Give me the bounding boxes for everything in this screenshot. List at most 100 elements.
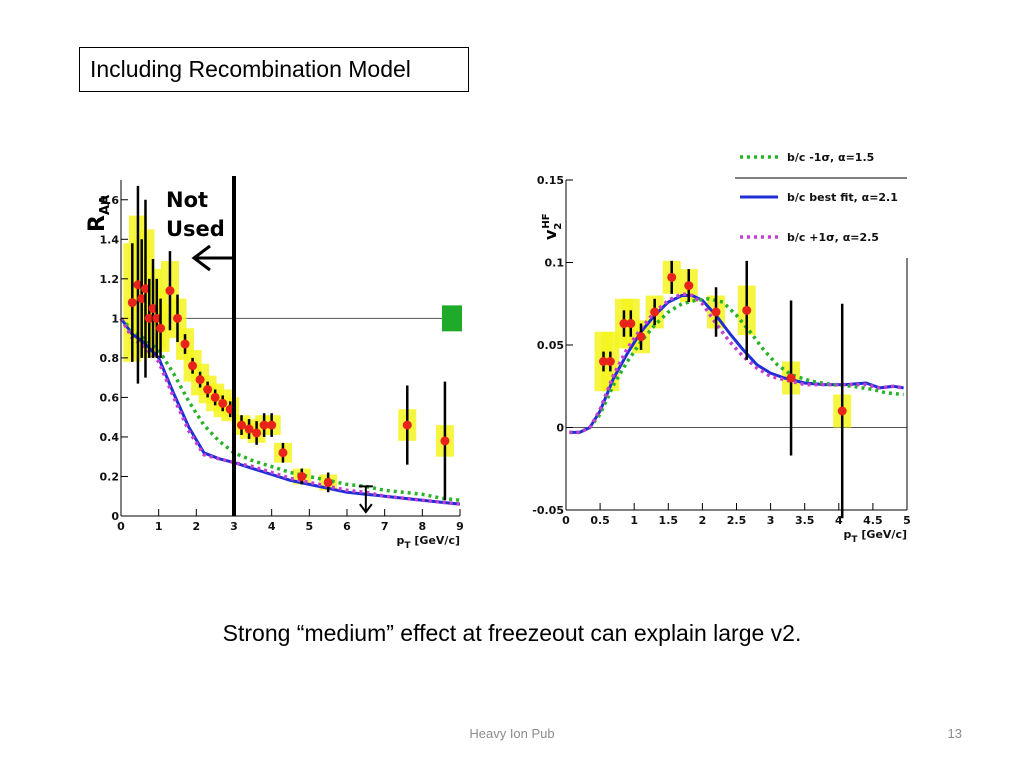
- y-axis-title: RAA: [85, 195, 113, 232]
- legend: b/c -1σ, α=1.5 b/c best fit, α=2.1 b/c +1σ…: [735, 140, 935, 255]
- x-tick-label: 4: [268, 520, 276, 533]
- x-tick-label: 5: [903, 514, 911, 527]
- data-point: [165, 286, 175, 296]
- x-axis-title-main: p: [397, 534, 405, 547]
- curve-minus: [119, 317, 461, 502]
- data-point: [742, 305, 752, 315]
- data-point: [667, 272, 677, 282]
- data-point: [297, 471, 307, 481]
- data-point: [195, 375, 205, 385]
- data-point: [837, 406, 847, 416]
- data-point: [203, 385, 213, 395]
- x-tick-label: 1: [630, 514, 638, 527]
- x-tick-label: 4: [835, 514, 843, 527]
- y-axis-title-main: v: [541, 229, 560, 240]
- data-point: [278, 448, 288, 458]
- data-point: [619, 319, 629, 329]
- y-tick-label: 0: [111, 510, 119, 523]
- x-tick-label: 1: [155, 520, 163, 533]
- x-tick-label: 6: [343, 520, 351, 533]
- data-point: [684, 281, 694, 291]
- data-point: [148, 303, 158, 313]
- legend-label: b/c +1σ, α=2.5: [787, 231, 879, 244]
- x-tick-label: 2.5: [727, 514, 747, 527]
- y-axis-title: v2HF: [541, 213, 564, 240]
- curve-plus: [569, 292, 904, 435]
- x-axis-title-unit: [GeV/c]: [858, 528, 907, 541]
- x-axis-title: pT [GeV/c]: [844, 528, 907, 545]
- data-point: [599, 357, 609, 366]
- x-tick-label: 1.5: [659, 514, 679, 527]
- x-axis-title: pT [GeV/c]: [397, 534, 460, 551]
- x-axis-title-sub: T: [851, 535, 858, 545]
- data-point: [786, 373, 796, 383]
- y-tick-label: 0.05: [537, 339, 564, 352]
- y-tick-label: 1.4: [100, 233, 120, 246]
- data-point: [244, 424, 254, 434]
- data-point: [173, 313, 182, 323]
- data-point: [140, 284, 150, 294]
- data-point: [636, 332, 646, 342]
- not-used-label-line1: Not: [166, 188, 208, 212]
- x-tick-label: 8: [419, 520, 427, 533]
- y-tick-label: 0.4: [100, 431, 120, 444]
- data-point: [218, 398, 228, 408]
- y-axis-title-main: R: [85, 215, 110, 232]
- y-tick-label: 0.6: [100, 391, 120, 404]
- x-tick-label: 9: [456, 520, 464, 533]
- x-tick-label: 4.5: [863, 514, 883, 527]
- y-tick-label: 0: [556, 422, 564, 435]
- slide-title: Including Recombination Model: [90, 56, 411, 82]
- legend-label: b/c -1σ, α=1.5: [787, 151, 874, 164]
- y-tick-label: 1: [111, 312, 119, 325]
- y-tick-label: 0.8: [100, 352, 120, 365]
- data-point: [626, 319, 636, 329]
- x-tick-label: 0: [562, 514, 570, 527]
- data-point: [127, 298, 137, 308]
- data-point: [650, 307, 660, 317]
- legend-label: b/c best fit, α=2.1: [787, 191, 898, 204]
- curve-plus: [119, 317, 461, 506]
- data-point: [402, 420, 412, 430]
- y-tick-label: 0.15: [537, 174, 564, 187]
- data-point: [267, 420, 277, 430]
- y-tick-label: 0.1: [545, 257, 565, 270]
- y-axis-title-sup: HF: [541, 213, 552, 228]
- data-point: [605, 357, 615, 366]
- y-tick-label: 1.6: [100, 194, 120, 207]
- y-axis-title-sub: 2: [553, 223, 564, 230]
- x-tick-label: 3.5: [795, 514, 815, 527]
- data-point: [188, 361, 198, 371]
- raa-chart: 0 1 2 3 4 5 6 7 8 9 0 0.2 0.4 0.6 0.8 1 1.2 1.4 1.6 pT [GeV…: [85, 176, 464, 551]
- x-tick-label: 0: [117, 520, 125, 533]
- curve-best: [119, 317, 461, 506]
- data-point: [152, 313, 162, 323]
- not-used-label-line2: Used: [166, 217, 225, 241]
- data-point: [711, 307, 721, 317]
- slide-footer: Heavy Ion Pub: [469, 726, 555, 741]
- data-point: [252, 428, 262, 438]
- data-point: [144, 313, 154, 323]
- x-tick-label: 2: [193, 520, 201, 533]
- y-tick-label: 1.2: [100, 273, 120, 286]
- x-axis-title-sub: T: [404, 541, 411, 551]
- x-tick-label: 7: [381, 520, 389, 533]
- data-point: [133, 280, 143, 290]
- arrow-left-icon: [191, 244, 211, 272]
- upper-limit-arrow-icon: [359, 503, 373, 514]
- data-point: [156, 323, 166, 333]
- data-point: [180, 339, 190, 349]
- x-axis-title-main: p: [844, 528, 852, 541]
- data-point: [237, 420, 247, 430]
- v2-chart: 0 0.5 1 1.5 2 2.5 3 3.5 4 4.5 5-0.0500.050.10.15pT…: [532, 140, 935, 545]
- y-axis-title-sub: AA: [98, 195, 113, 215]
- x-tick-label: 5: [306, 520, 314, 533]
- data-point: [440, 436, 450, 446]
- data-point: [259, 420, 269, 430]
- x-axis-title-unit: [GeV/c]: [411, 534, 460, 547]
- data-point: [137, 294, 147, 304]
- data-point: [210, 392, 220, 402]
- x-tick-label: 2: [699, 514, 707, 527]
- data-point: [323, 477, 333, 487]
